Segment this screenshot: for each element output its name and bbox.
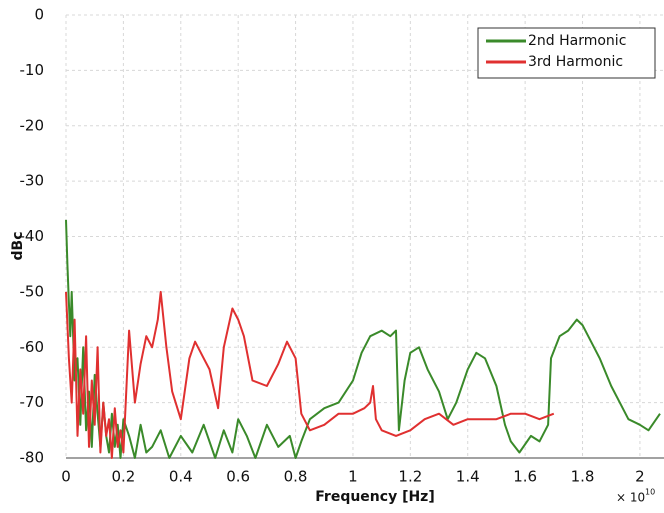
y-tick-label: 0 [34, 6, 44, 24]
y-tick-label: -70 [20, 393, 45, 411]
series-line [65, 219, 661, 459]
x-tick-label: 1.4 [456, 468, 480, 486]
x-axis-label: Frequency [Hz] [315, 489, 434, 505]
y-tick-label: -50 [20, 282, 45, 300]
x-tick-label: 0.4 [169, 468, 193, 486]
y-tick-label: -10 [20, 61, 45, 79]
x-tick-label: 1.2 [398, 468, 422, 486]
x-tick-label: 0 [61, 468, 71, 486]
x-tick-label: 2 [635, 468, 645, 486]
x-tick-label: 0.2 [111, 468, 135, 486]
x-tick-label: 0.6 [226, 468, 250, 486]
series-line [65, 290, 555, 459]
y-tick-label: -40 [20, 227, 45, 245]
legend: 2nd Harmonic 3rd Harmonic [477, 27, 656, 79]
y-tick-label: -20 [20, 116, 45, 134]
x-scale-exponent: 10 [645, 488, 655, 497]
x-tick-label: 0.8 [284, 468, 308, 486]
x-tick-label: 1 [348, 468, 358, 486]
y-tick-label: -60 [20, 338, 45, 356]
x-scale-label: × 10 [616, 491, 645, 505]
y-axis-label: dBc [10, 232, 26, 261]
x-tick-label: 1.8 [571, 468, 595, 486]
legend-label: 3rd Harmonic [528, 54, 623, 70]
y-tick-label: -80 [20, 449, 45, 467]
legend-label: 2nd Harmonic [528, 33, 626, 49]
y-tick-label: -30 [20, 172, 45, 190]
x-tick-label: 1.6 [513, 468, 537, 486]
legend-box [477, 27, 656, 79]
